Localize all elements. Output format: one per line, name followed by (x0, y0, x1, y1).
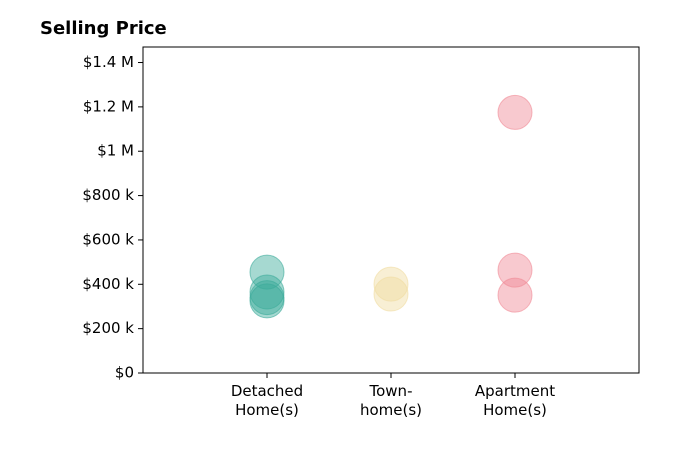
point (249, 283, 285, 319)
y-tick-label: $200 k (82, 319, 134, 337)
x-tick-label: Town- home(s) (359, 382, 423, 419)
point (373, 266, 409, 302)
x-tick-label: Detached Home(s) (230, 382, 304, 419)
point (249, 254, 285, 290)
point (497, 277, 533, 313)
point (373, 276, 409, 312)
y-tick-label: $400 k (82, 275, 134, 293)
x-tick-label: Apartment Home(s) (474, 382, 556, 419)
point (249, 274, 285, 310)
y-tick-label: $0 (115, 364, 134, 382)
point (497, 94, 533, 130)
chart-title: Selling Price (40, 18, 167, 39)
y-tick-label: $600 k (82, 230, 134, 248)
y-tick-label: $1.2 M (83, 97, 134, 115)
point (497, 252, 533, 288)
y-tick-label: $800 k (82, 186, 134, 204)
plot-frame (142, 46, 640, 374)
y-tick-label: $1 M (97, 142, 134, 160)
y-tick-label: $1.4 M (83, 53, 134, 71)
